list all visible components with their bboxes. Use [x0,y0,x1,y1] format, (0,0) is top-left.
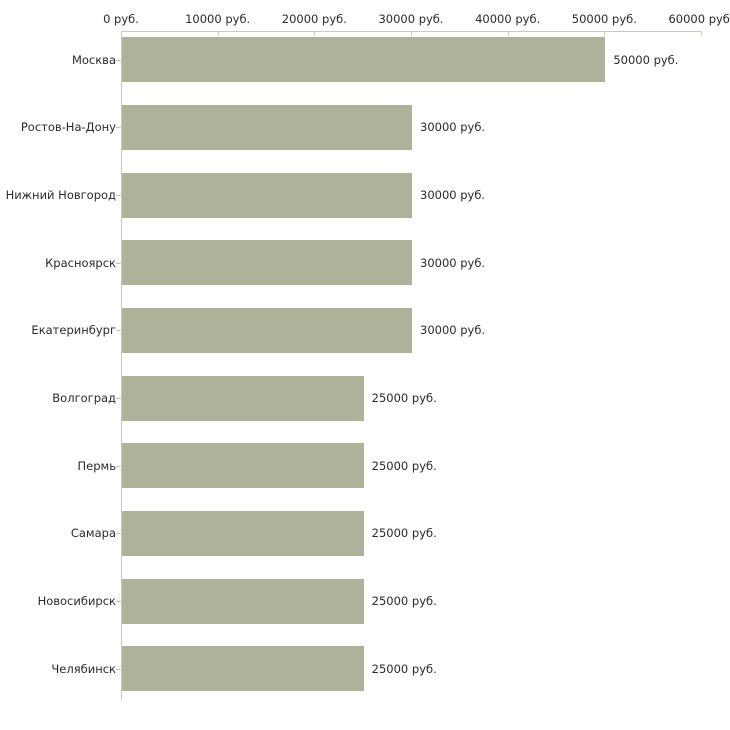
bar-2 [122,104,412,150]
x-axis-tick-label: 0 руб. [103,12,139,26]
category-label: Новосибирск [37,594,116,609]
category-tick-mark [116,195,121,196]
value-label: 30000 руб. [420,323,486,338]
value-label: 25000 руб. [371,391,437,406]
x-axis-tick-mark [218,31,219,36]
x-axis-tick-mark [121,31,122,36]
value-label: 25000 руб. [371,661,437,676]
value-label: 25000 руб. [371,458,437,473]
category-label: Волгоград [52,391,116,406]
bar-6 [122,375,364,421]
category-tick-mark [116,533,121,534]
x-axis-tick-label: 50000 руб. [571,12,637,26]
bar-10 [122,646,364,692]
category-tick-mark [116,601,121,602]
x-axis-tick-label: 60000 руб. [668,12,730,26]
bar-5 [122,307,412,353]
bar-3 [122,172,412,218]
category-label: Нижний Новгород [5,188,116,203]
x-axis-tick-mark [314,31,315,36]
category-label: Ростов-На-Дону [20,120,116,135]
category-tick-mark [116,398,121,399]
category-tick-mark [116,60,121,61]
bar-7 [122,443,364,489]
category-label: Пермь [77,458,116,473]
bar-1 [122,37,606,83]
x-axis-tick-mark [508,31,509,36]
category-tick-mark [116,127,121,128]
bar-4 [122,240,412,286]
x-axis-tick-label: 30000 руб. [378,12,444,26]
value-label: 30000 руб. [420,188,486,203]
category-label: Москва [71,52,116,67]
category-tick-mark [116,263,121,264]
y-axis-line [121,31,122,700]
x-axis-tick-label: 10000 руб. [185,12,251,26]
value-label: 50000 руб. [613,52,679,67]
category-tick-mark [116,669,121,670]
category-label: Челябинск [51,661,116,676]
category-tick-mark [116,330,121,331]
x-axis-tick-mark [604,31,605,36]
value-label: 30000 руб. [420,120,486,135]
bar-9 [122,578,364,624]
category-label: Самара [70,526,116,541]
x-axis-tick-mark [411,31,412,36]
bar-8 [122,510,364,556]
x-axis-tick-label: 20000 руб. [281,12,347,26]
x-axis-tick-label: 40000 руб. [475,12,541,26]
x-axis-tick-mark [701,31,702,36]
value-label: 30000 руб. [420,255,486,270]
value-label: 25000 руб. [371,594,437,609]
category-label: Екатеринбург [31,323,116,338]
value-label: 25000 руб. [371,526,437,541]
category-tick-mark [116,466,121,467]
category-label: Красноярск [45,255,116,270]
